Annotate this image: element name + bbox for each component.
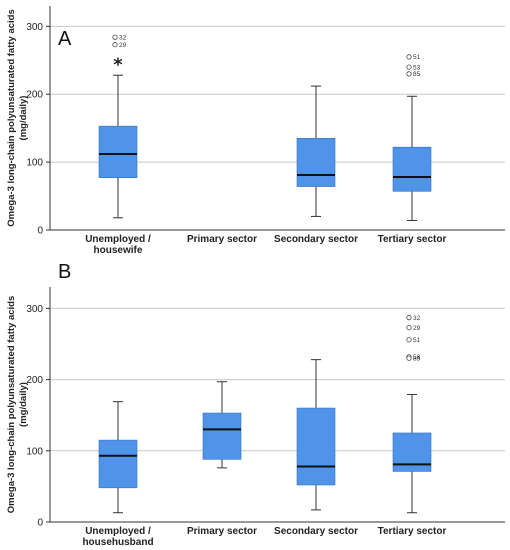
y-axis-label: Omega-3 long-chain polyunsaturated fatty…: [6, 296, 17, 513]
outlier-label: 29: [119, 42, 127, 49]
outlier-label: 32: [413, 315, 421, 322]
box: [98, 439, 138, 489]
outlier-point: [406, 54, 412, 60]
category-label: Secondary sector: [274, 526, 358, 537]
outlier-point: [406, 355, 412, 361]
panel-b: 0 100 200 300 Omega-3 long-chain polyunsatur…: [6, 261, 505, 548]
extreme-marker: *: [113, 55, 123, 76]
category-label: Tertiary sector: [378, 526, 447, 537]
box: [296, 407, 336, 486]
y-axis-label: Omega-3 long-chain polyunsaturated fatty…: [6, 9, 17, 226]
y-tick-label: 300: [26, 22, 43, 33]
outlier-point: [112, 34, 118, 40]
y-tick-label: 0: [37, 518, 43, 529]
y-tick-label: 200: [26, 375, 43, 386]
y-tick-label: 300: [26, 304, 43, 315]
category-label: Unemployed /: [85, 526, 151, 537]
outlier-point: [112, 42, 118, 48]
category-label-line2: househusband: [82, 537, 153, 548]
box: [296, 138, 336, 187]
y-tick-label: 100: [26, 158, 43, 169]
outlier-label: 29: [413, 325, 421, 332]
box: [98, 125, 138, 179]
box: [392, 432, 432, 472]
category-label: Primary sector: [187, 234, 257, 245]
panel-label: B: [58, 261, 71, 283]
outlier-label: 85: [413, 71, 421, 78]
outlier-label: 51: [413, 54, 421, 61]
category-label: Primary sector: [187, 526, 257, 537]
outlier-label: 53: [413, 64, 421, 71]
outlier-point: [406, 315, 412, 321]
category-label: Tertiary sector: [378, 234, 447, 245]
outlier-label: 53: [413, 354, 421, 361]
box: [202, 412, 242, 460]
outlier-label: 51: [413, 337, 421, 344]
outlier-label: 32: [119, 35, 127, 42]
y-axis-label-units: (mg/daily): [18, 382, 29, 427]
category-label-line2: housewife: [94, 245, 143, 256]
outlier-point: [406, 337, 412, 343]
box: [392, 146, 432, 192]
outlier-point: [406, 64, 412, 70]
outlier-point: [406, 71, 412, 77]
y-tick-label: 0: [37, 226, 43, 237]
category-label: Unemployed /: [85, 234, 151, 245]
panel-label: A: [58, 28, 72, 50]
y-tick-label: 100: [26, 446, 43, 457]
outlier-label: 85: [413, 356, 421, 363]
category-label: Secondary sector: [274, 234, 358, 245]
y-axis-label-units: (mg/daily): [18, 96, 29, 141]
outlier-point: [406, 324, 412, 331]
y-tick-label: 200: [26, 90, 43, 101]
panel-a: 0 100 200 300 Omega-3 long-chain polyunsatur…: [6, 6, 505, 256]
